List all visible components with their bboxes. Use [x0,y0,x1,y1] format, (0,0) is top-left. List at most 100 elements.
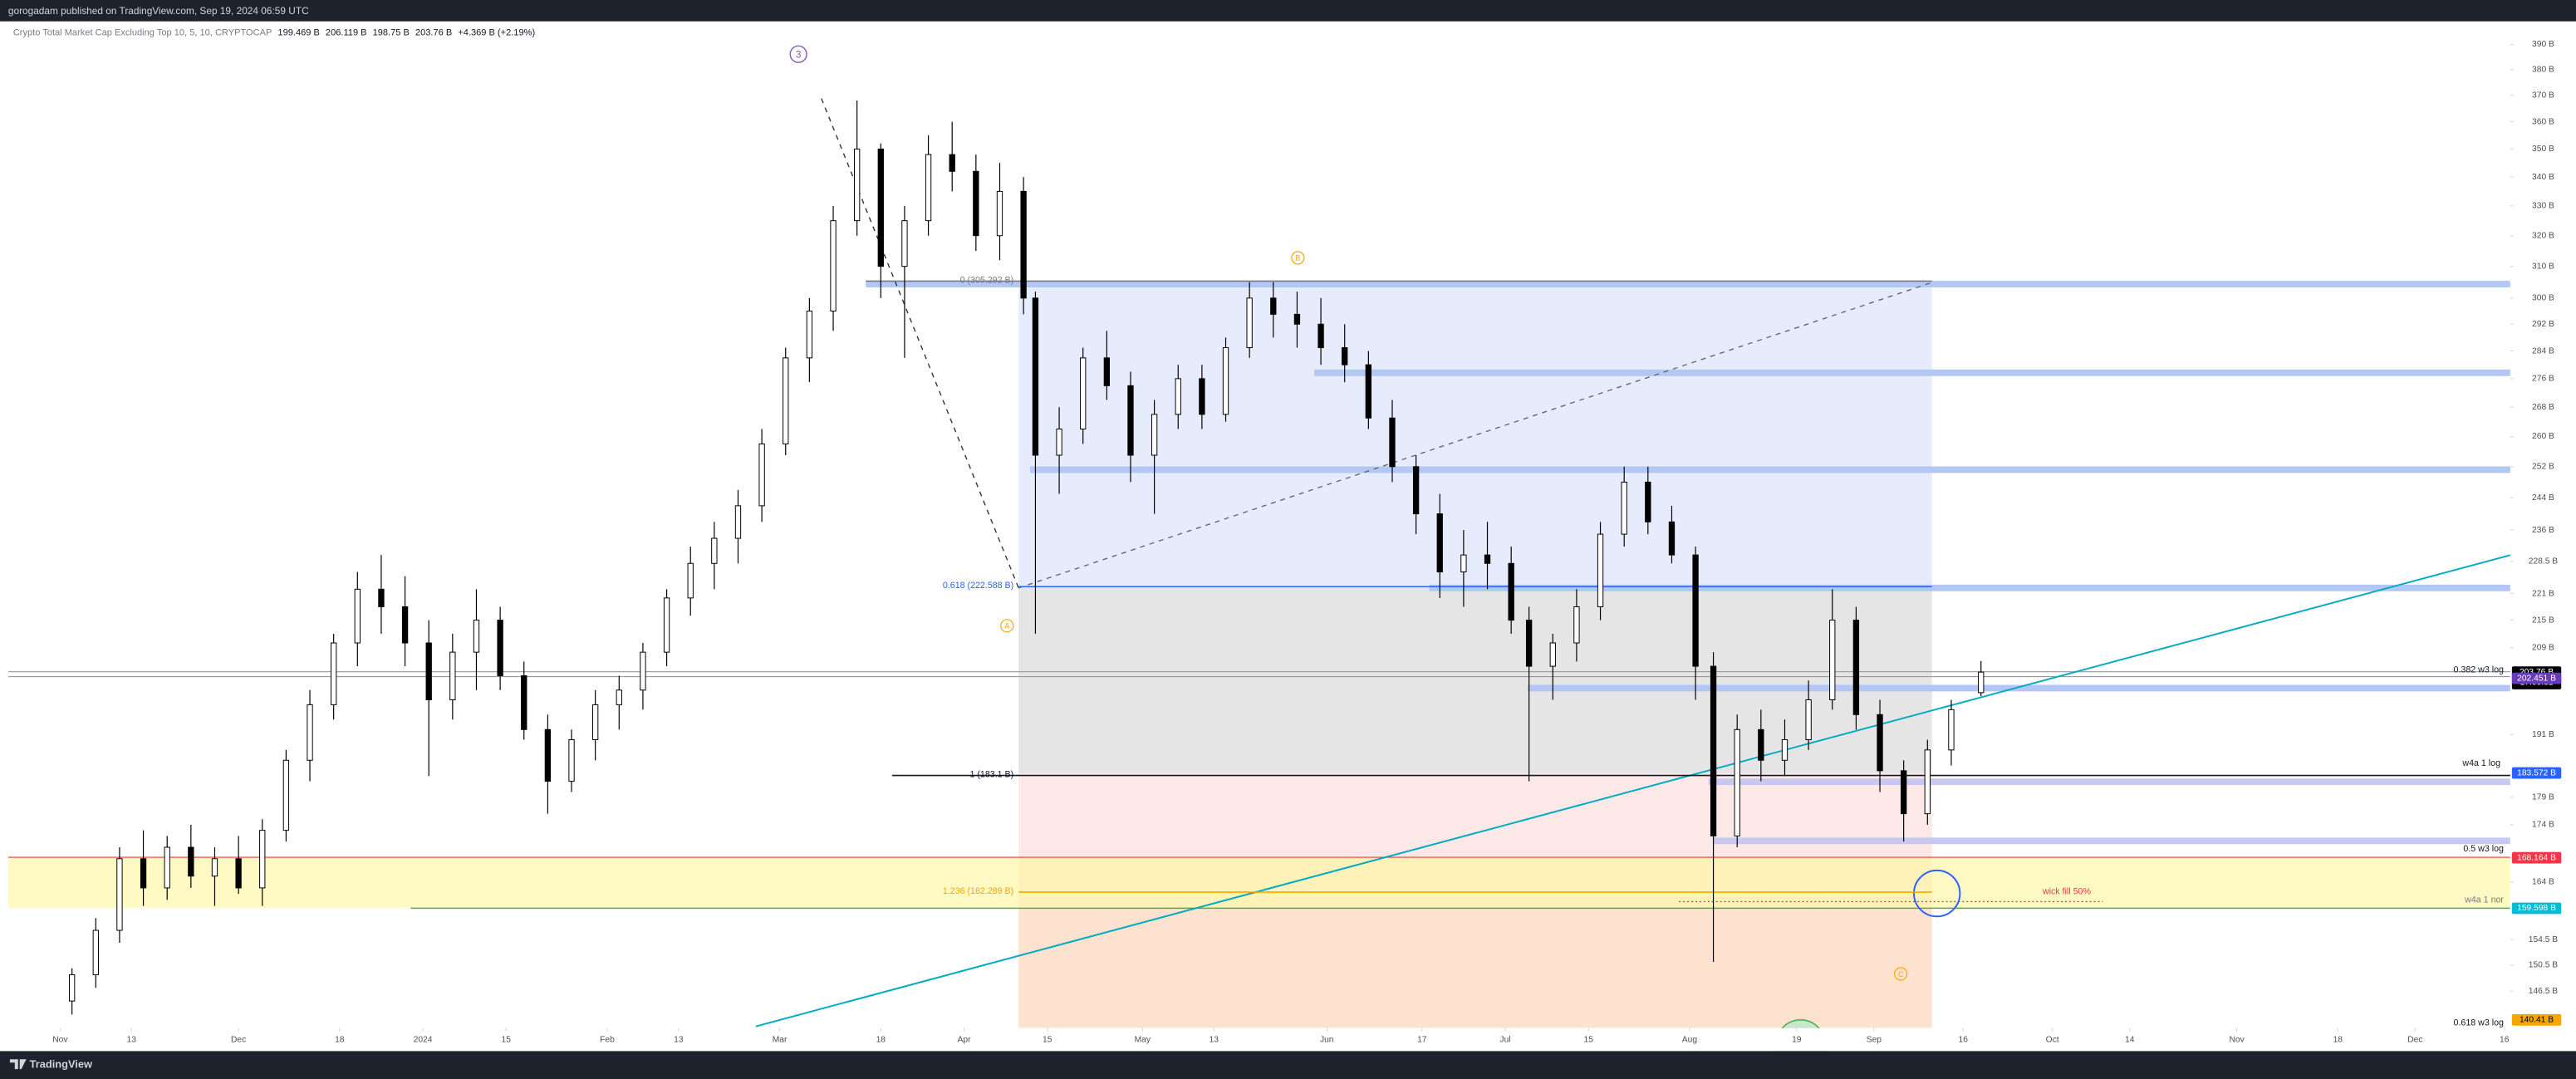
y-tick-label: 228.5 B [2529,557,2559,566]
y-tick-label: 154.5 B [2529,935,2559,944]
x-tick-label: Apr [958,1035,972,1044]
x-tick-label: 16 [1959,1035,1969,1044]
candle-body [449,651,456,701]
y-tick-label: 260 B [2532,432,2554,441]
candle-body [1460,554,1467,573]
candle-body [1621,481,1627,535]
y-tick-label: 209 B [2532,643,2554,652]
y-tick-label: 300 B [2532,294,2554,303]
wave-badge [1894,967,1908,981]
price-tag-label: 140.41 B [2520,1016,2554,1025]
candle-body [1781,739,1788,761]
candle-body [1645,481,1651,522]
wave-label: B [1295,254,1300,262]
x-tick-label: 15 [1584,1035,1594,1044]
y-tick-label: 150.5 B [2529,961,2559,970]
y-tick-label: 370 B [2532,91,2554,100]
candle-body [116,858,123,931]
candle-body [1222,347,1229,415]
candle-body [544,728,552,782]
candle-body [830,220,837,311]
wave-label: C [1898,970,1904,978]
y-tick-label: 360 B [2532,117,2554,126]
candle-body [1573,606,1580,644]
y-tick-label: 215 B [2532,616,2554,625]
candle-body [1151,414,1158,456]
y-tick-label: 268 B [2532,403,2554,412]
candle-body [925,154,932,222]
candle-body [307,704,313,761]
zone [866,281,2510,288]
price-tag-label: 159.598 B [2517,904,2556,913]
x-tick-label: 2024 [414,1035,433,1044]
candle-body [1484,554,1491,564]
y-tick-label: 340 B [2532,173,2554,182]
candle-body [901,220,908,267]
time-axis [0,1028,2510,1052]
zone [1314,369,2510,376]
axis-labels: 390 B 380 B 370 B 360 B 350 B 340 B 330 B 320 B… [52,40,2558,1044]
wave-badge [1291,251,1305,265]
wave-badge [1000,619,1014,633]
candle-body [1877,714,1883,772]
zones [866,281,2510,845]
y-tick-label: 292 B [2532,320,2554,329]
brand[interactable]: TradingView [30,1058,93,1071]
candle-body [69,974,76,1002]
price-tag-label: 168.164 B [2517,853,2556,862]
zone [1429,584,2510,591]
candle-body [1901,770,1907,815]
y-tick-label: 276 B [2532,375,2554,384]
candle-body [497,620,503,676]
x-tick-label: 18 [335,1035,345,1044]
y-tick-label: 164 B [2532,878,2554,887]
candle-body [806,310,813,359]
candle-body [92,929,99,975]
target-circle [1913,869,1961,918]
candle-body [235,858,242,889]
candle-body [259,830,266,889]
candle-body [592,704,599,741]
candles [69,101,1985,1015]
x-tick-label: 18 [876,1035,886,1044]
candle-body [1758,728,1764,761]
y-tick-label: 330 B [2532,202,2554,211]
y-tick-label: 310 B [2532,262,2554,271]
y-tick-label: 236 B [2532,526,2554,535]
y-tick-label: 252 B [2532,463,2554,472]
candle-body [663,597,670,653]
candle-body [1805,699,1812,741]
candle-body [758,443,765,507]
x-tick-label: 13 [127,1035,137,1044]
annotation: w4a 1 nor [2464,895,2504,905]
annotation: w4a 1 log [2461,758,2500,768]
candle-body [1412,466,1420,515]
x-tick-label: 15 [1043,1035,1052,1044]
candle-body [1508,562,1514,621]
candle-body [877,148,884,267]
y-tick-label: 284 B [2532,346,2554,356]
symbol-legend: Crypto Total Market Cap Excluding Top 10… [13,27,535,37]
price-tag [2511,672,2562,684]
x-tick-label: 17 [1417,1035,1427,1044]
candle-body [1246,297,1253,349]
candle-body [1924,749,1931,815]
candle-body [1710,665,1717,836]
candle-body [996,190,1003,237]
annotation: 0.5 w3 log [2463,844,2504,854]
candle-body [1293,313,1301,325]
candle-body [568,739,575,782]
y-tick-label: 390 B [2532,40,2554,49]
candle-body [949,154,955,172]
price-tag [2511,851,2562,864]
x-tick-label: 16 [2500,1035,2510,1044]
candle-body [687,562,694,599]
x-tick-label: Mar [773,1035,788,1044]
zone [1708,778,2510,786]
trend-line [755,554,2511,1028]
ohlc-value: 203.76 B [415,27,452,37]
candle-body [188,846,194,877]
candle-body [1549,642,1556,667]
